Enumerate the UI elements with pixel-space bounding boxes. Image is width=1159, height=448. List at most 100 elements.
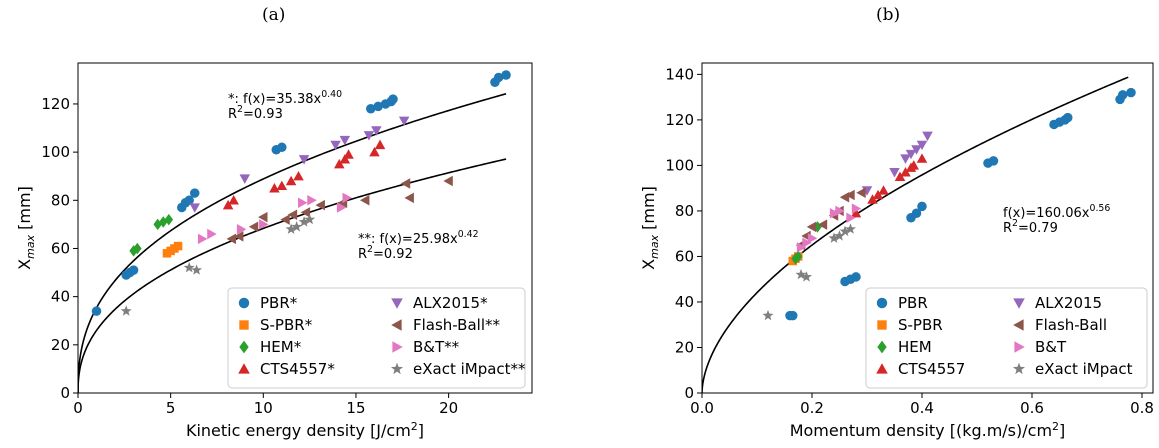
data-point-alx2015 — [922, 131, 933, 142]
data-point-cts4557 — [867, 194, 878, 204]
legend-label-b-t: B&T — [1035, 338, 1067, 356]
data-point-flash-ball — [400, 178, 411, 189]
x-axis-label: Kinetic energy density [J/cm2] — [186, 420, 424, 440]
data-point-b-t — [835, 205, 845, 217]
fit-curve-1 — [78, 93, 507, 393]
fit-equation-1: f(x)=160.06x0.56 — [1003, 203, 1110, 221]
data-point-b-t — [336, 202, 347, 213]
y-tick-label: 0 — [60, 384, 70, 402]
x-axis-label: Momentum density [(kg.m/s)/cm2] — [790, 420, 1066, 440]
series-cts4557 — [850, 153, 928, 218]
data-point-flash-ball — [845, 189, 855, 201]
data-point-b-t — [851, 203, 862, 214]
data-point-exact-impact — [285, 223, 297, 234]
legend-label-s-pbr: S-PBR* — [260, 316, 313, 334]
data-point-flash-ball — [226, 233, 237, 245]
data-point-b-t — [259, 219, 269, 230]
data-point-cts4557 — [269, 183, 280, 193]
data-point-cts4557 — [343, 149, 354, 159]
data-point-pbr — [1118, 90, 1128, 100]
legend-marker-b-t — [1014, 341, 1025, 353]
data-point-pbr — [277, 142, 287, 153]
data-point-alx2015 — [911, 145, 922, 155]
legend-marker-b-t — [392, 341, 403, 353]
data-point-flash-ball — [443, 175, 453, 187]
data-point-cts4557 — [369, 146, 380, 157]
legend-frame — [865, 287, 1148, 389]
data-point-s-pbr — [173, 241, 183, 251]
data-point-b-t — [298, 197, 308, 208]
legend: PBR S-PBR HEM CTS4557 ALX2015 Flash-Ball B&T eX… — [865, 287, 1148, 389]
fit-curve-1 — [702, 76, 1129, 393]
data-point-alx2015 — [371, 126, 382, 136]
legend: PBR* S-PBR* HEM* CTS4557* ALX2015* Flash-Ball… — [227, 287, 526, 389]
data-point-pbr — [501, 70, 511, 80]
data-point-alx2015 — [239, 174, 251, 184]
y-axis-label: Xmax [mm] — [639, 186, 661, 270]
chart-b: 0.0 0.2 0.4 0.6 0.8 0 20 40 60 80 100 120 140 Momentu… — [639, 62, 1154, 440]
data-point-cts4557 — [293, 170, 304, 181]
data-point-pbr — [184, 195, 194, 206]
y-axis-label: Xmax [mm] — [15, 186, 37, 270]
data-point-pbr — [91, 306, 102, 316]
x-tick-label: 0.8 — [1130, 399, 1154, 417]
legend-label-s-pbr: S-PBR — [898, 316, 943, 334]
data-point-exact-impact — [304, 213, 316, 225]
data-point-hem — [794, 250, 803, 263]
legend-marker-flash-ball — [1013, 319, 1024, 331]
data-point-alx2015 — [398, 116, 410, 127]
y-tick-label: 100 — [665, 156, 694, 174]
data-point-alx2015 — [889, 168, 900, 178]
data-point-cts4557 — [285, 175, 297, 186]
y-tick-label: 0 — [684, 384, 694, 402]
data-point-hem — [164, 213, 174, 226]
data-point-exact-impact — [795, 268, 807, 280]
data-point-pbr — [366, 104, 376, 114]
legend-marker-exact-impact — [390, 362, 404, 375]
legend-label-exact-impact: eXact iMpact** — [413, 360, 526, 378]
x-tick-label: 10 — [254, 399, 273, 417]
legend-label-pbr: PBR* — [260, 294, 298, 312]
legend-marker-alx2015 — [1013, 298, 1025, 309]
data-point-pbr — [388, 94, 398, 104]
y-tick-label: 20 — [51, 336, 70, 354]
data-point-alx2015 — [330, 140, 341, 151]
data-point-pbr — [911, 208, 922, 218]
data-point-cts4557 — [900, 166, 911, 177]
data-point-cts4557 — [228, 195, 239, 205]
chart-a: 0 5 10 15 20 0 20 40 60 80 100 120 Kinetic energy de… — [15, 62, 533, 440]
data-point-exact-impact — [191, 264, 203, 275]
legend-label-alx2015: ALX2015* — [413, 294, 488, 312]
y-tick-label: 20 — [675, 338, 694, 356]
legend-marker-flash-ball — [391, 319, 402, 331]
series-alx2015 — [189, 116, 410, 213]
data-point-flash-ball — [300, 207, 311, 218]
legend-label-pbr: PBR — [898, 294, 928, 312]
y-tick-label: 120 — [41, 95, 70, 113]
x-tick-label: 0 — [73, 399, 83, 417]
data-point-exact-impact — [839, 225, 851, 237]
data-point-flash-ball — [315, 199, 325, 211]
fit-r2-2: R2=0.92 — [358, 244, 413, 262]
y-tick-label: 80 — [675, 202, 694, 220]
data-point-cts4557 — [850, 207, 862, 218]
legend-marker-pbr — [238, 297, 250, 309]
data-point-b-t — [796, 242, 807, 253]
data-point-exact-impact — [183, 261, 195, 273]
data-point-exact-impact — [834, 230, 845, 241]
fit-curves — [78, 93, 507, 393]
data-point-cts4557 — [339, 154, 351, 164]
y-tick-label: 60 — [675, 247, 694, 265]
y-tick-label: 40 — [675, 293, 694, 311]
data-point-hem — [791, 252, 800, 265]
data-point-pbr — [189, 188, 200, 198]
fit-r2-1: R2=0.93 — [228, 104, 283, 122]
data-point-alx2015 — [905, 149, 917, 160]
x-tick-label: 0.0 — [690, 399, 714, 417]
fit-curve-2 — [78, 158, 507, 393]
series-b-t — [197, 192, 352, 245]
data-point-cts4557 — [894, 171, 906, 181]
series-s-pbr — [162, 241, 183, 258]
data-point-flash-ball — [248, 221, 259, 233]
data-point-pbr — [917, 201, 927, 212]
